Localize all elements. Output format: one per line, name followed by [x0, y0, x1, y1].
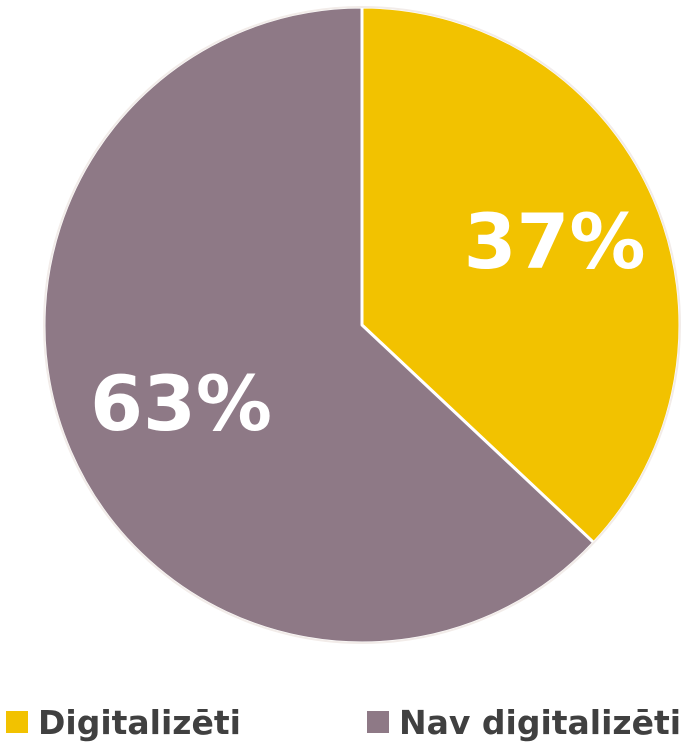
legend-label-digitalizeti: Digitalizēti [38, 702, 241, 742]
data-label-digitalizeti: 37% [464, 197, 646, 286]
legend-item-nav-digitalizeti: Nav digitalizēti [367, 700, 681, 744]
pie-outline [43, 6, 681, 644]
pie-data-labels: 37% 63% [90, 197, 645, 448]
legend-swatch-nav-digitalizeti [367, 711, 389, 733]
legend-label-nav-digitalizeti: Nav digitalizēti [399, 702, 682, 742]
legend-swatch-digitalizeti [6, 711, 28, 733]
legend-item-digitalizeti: Digitalizēti [6, 700, 241, 744]
data-label-nav-digitalizeti: 63% [90, 359, 272, 448]
chart-legend: Digitalizēti Nav digitalizēti [0, 700, 698, 744]
pie-slices [42, 5, 682, 645]
